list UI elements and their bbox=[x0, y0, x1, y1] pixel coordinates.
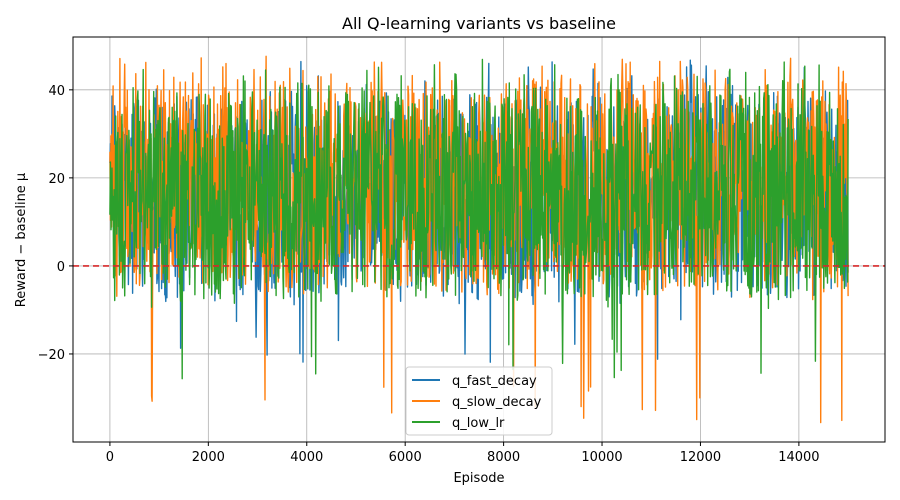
y-tick-label: 0 bbox=[57, 260, 65, 275]
plot-series bbox=[109, 55, 849, 424]
legend: q_fast_decay q_slow_decay q_low_lr bbox=[405, 366, 553, 436]
x-tick-label: 8000 bbox=[487, 450, 520, 465]
x-tick-label: 10000 bbox=[581, 450, 622, 465]
series-line-q-low-lr bbox=[109, 58, 849, 380]
x-tick-label: 6000 bbox=[389, 450, 422, 465]
chart-title: All Q-learning variants vs baseline bbox=[342, 14, 616, 33]
x-axis: 0 2000 4000 6000 8000 10000 12000 14000 bbox=[106, 442, 820, 465]
y-tick-label: 40 bbox=[48, 84, 65, 99]
legend-label: q_fast_decay bbox=[452, 374, 537, 389]
legend-label: q_slow_decay bbox=[452, 395, 542, 410]
x-tick-label: 2000 bbox=[192, 450, 225, 465]
y-tick-label: −20 bbox=[38, 348, 65, 363]
y-axis: −20 0 20 40 bbox=[38, 84, 73, 363]
x-tick-label: 0 bbox=[106, 450, 114, 465]
x-tick-label: 4000 bbox=[290, 450, 323, 465]
plot-frame bbox=[72, 36, 886, 443]
x-tick-label: 14000 bbox=[778, 450, 819, 465]
legend-label: q_low_lr bbox=[452, 416, 505, 431]
y-axis-label: Reward − baseline μ bbox=[14, 173, 29, 307]
x-axis-label: Episode bbox=[453, 471, 504, 486]
legend-box bbox=[405, 366, 553, 436]
y-tick-label: 20 bbox=[48, 172, 65, 187]
x-tick-label: 12000 bbox=[680, 450, 721, 465]
